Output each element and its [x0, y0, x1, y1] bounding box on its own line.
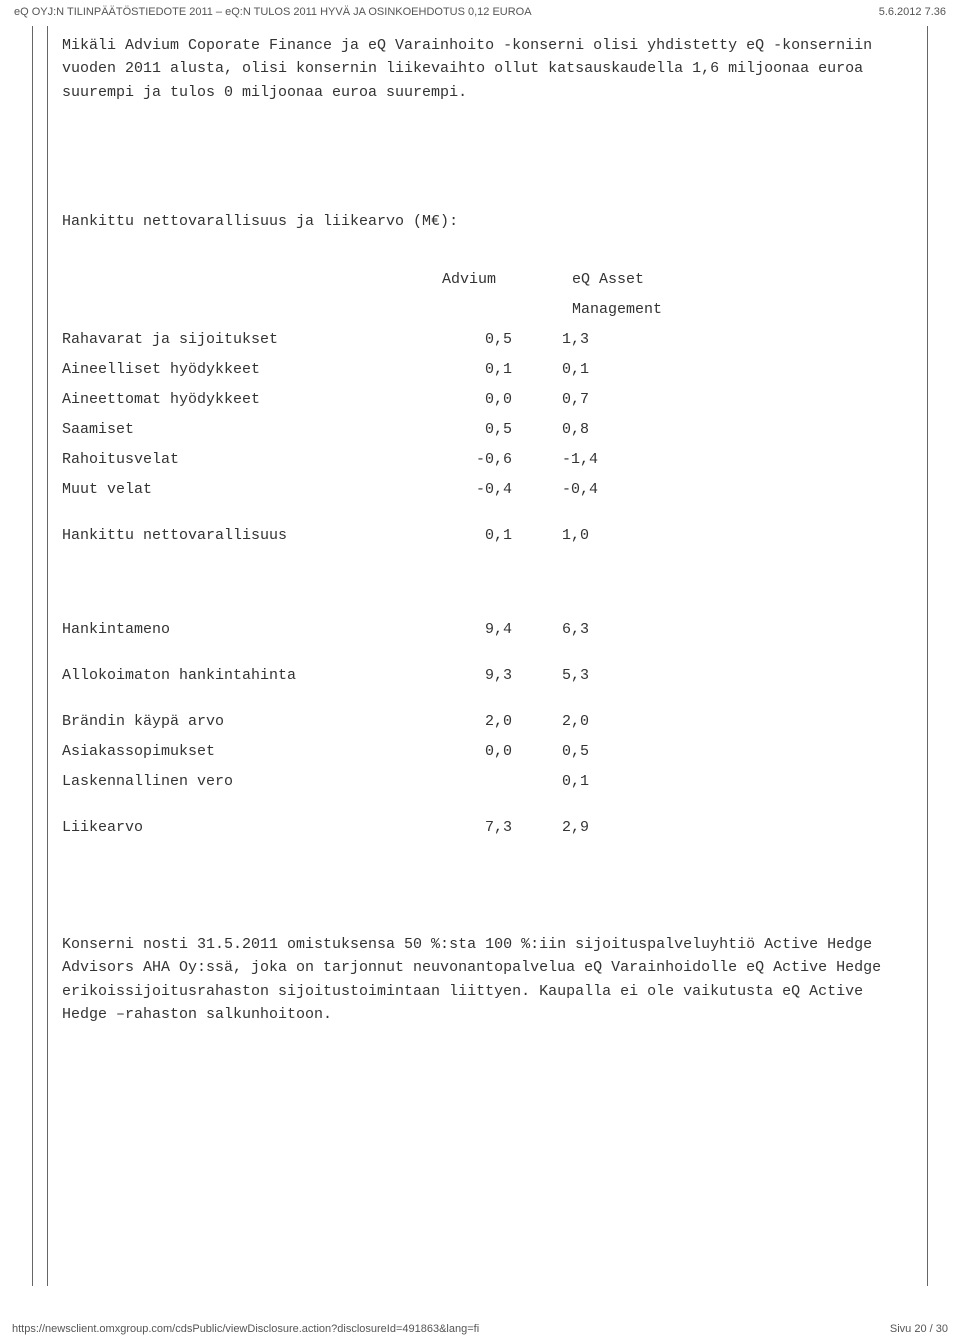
table-header-col2: eQ Asset Management — [542, 265, 742, 325]
table-cell-c2: 2,9 — [542, 813, 742, 843]
doc-timestamp: 5.6.2012 7.36 — [879, 6, 946, 18]
table-cell-c2: 6,3 — [542, 615, 742, 645]
table-subtotal-row: Hankittu nettovarallisuus 0,1 1,0 — [62, 521, 907, 551]
table-row: Aineettomat hyödykkeet0,00,7 — [62, 385, 907, 415]
table-cell-c1: 0,0 — [442, 385, 542, 415]
table-cell-label: Liikearvo — [62, 813, 442, 843]
table-cell-label: Hankittu nettovarallisuus — [62, 521, 442, 551]
table-cell-label: Asiakassopimukset — [62, 737, 442, 767]
table-cell-label: Muut velat — [62, 475, 442, 505]
table-row: Saamiset0,50,8 — [62, 415, 907, 445]
table-cell-c1: 9,3 — [442, 661, 542, 691]
table-total-row: Liikearvo 7,3 2,9 — [62, 813, 907, 843]
table-cell-c1: -0,6 — [442, 445, 542, 475]
table-cell-label: Saamiset — [62, 415, 442, 445]
doc-title: eQ OYJ:N TILINPÄÄTÖSTIEDOTE 2011 – eQ:N … — [14, 6, 532, 18]
table-cell-label: Rahoitusvelat — [62, 445, 442, 475]
table-cell-c1: 0,1 — [442, 355, 542, 385]
table-cell-c1: 9,4 — [442, 615, 542, 645]
page-footer: https://newsclient.omxgroup.com/cdsPubli… — [12, 1323, 948, 1335]
table-cell-label: Aineelliset hyödykkeet — [62, 355, 442, 385]
table-cell-c2: 5,3 — [542, 661, 742, 691]
table-cell-c2: 0,1 — [542, 355, 742, 385]
page-header: eQ OYJ:N TILINPÄÄTÖSTIEDOTE 2011 – eQ:N … — [12, 6, 948, 22]
footer-page: Sivu 20 / 30 — [890, 1323, 948, 1335]
table-cell-c1 — [442, 767, 542, 797]
table-row: Rahavarat ja sijoitukset0,51,3 — [62, 325, 907, 355]
table-cell-label: Brändin käypä arvo — [62, 707, 442, 737]
table-row: Muut velat-0,4-0,4 — [62, 475, 907, 505]
table-cell-label: Allokoimaton hankintahinta — [62, 661, 442, 691]
table-cell-c2: 0,8 — [542, 415, 742, 445]
footer-url: https://newsclient.omxgroup.com/cdsPubli… — [12, 1323, 479, 1335]
table-cell-c2: 0,7 — [542, 385, 742, 415]
table-cell-c1: 0,0 — [442, 737, 542, 767]
table-cell-c2: 0,5 — [542, 737, 742, 767]
table-cell-c2: -0,4 — [542, 475, 742, 505]
table-cell-c2: 1,3 — [542, 325, 742, 355]
table-header-col1: Advium — [442, 265, 542, 325]
paragraph-ownership: Konserni nosti 31.5.2011 omistuksensa 50… — [62, 933, 907, 1026]
table-cell-label: Hankintameno — [62, 615, 442, 645]
table-cell-c2: 2,0 — [542, 707, 742, 737]
table-cell-label: Rahavarat ja sijoitukset — [62, 325, 442, 355]
table-row: Asiakassopimukset0,00,5 — [62, 737, 907, 767]
table-cell-c1: 0,5 — [442, 415, 542, 445]
table-cell-c1: 0,5 — [442, 325, 542, 355]
table-row: Aineelliset hyödykkeet0,10,1 — [62, 355, 907, 385]
table-cell-c1: -0,4 — [442, 475, 542, 505]
paragraph-intro: Mikäli Advium Coporate Finance ja eQ Var… — [62, 34, 907, 104]
section-heading: Hankittu nettovarallisuus ja liikearvo (… — [62, 210, 907, 233]
table-header-blank — [62, 265, 442, 325]
table-cell-c2: 1,0 — [542, 521, 742, 551]
table-cell-label: Laskennallinen vero — [62, 767, 442, 797]
table-row: Brändin käypä arvo2,02,0 — [62, 707, 907, 737]
table-cell-label: Aineettomat hyödykkeet — [62, 385, 442, 415]
table-cell-c1: 0,1 — [442, 521, 542, 551]
table-row: Rahoitusvelat-0,6-1,4 — [62, 445, 907, 475]
table-row: Laskennallinen vero 0,1 — [62, 767, 907, 797]
table-row: Allokoimaton hankintahinta9,35,3 — [62, 661, 907, 691]
table-cell-c2: 0,1 — [542, 767, 742, 797]
inner-frame: Mikäli Advium Coporate Finance ja eQ Var… — [47, 26, 927, 1286]
outer-frame: Mikäli Advium Coporate Finance ja eQ Var… — [32, 26, 928, 1286]
net-assets-table: Advium eQ Asset Management Rahavarat ja … — [62, 265, 907, 843]
table-cell-c1: 7,3 — [442, 813, 542, 843]
table-cell-c2: -1,4 — [542, 445, 742, 475]
table-cell-c1: 2,0 — [442, 707, 542, 737]
table-row: Hankintameno9,46,3 — [62, 615, 907, 645]
table-header-row: Advium eQ Asset Management — [62, 265, 907, 325]
